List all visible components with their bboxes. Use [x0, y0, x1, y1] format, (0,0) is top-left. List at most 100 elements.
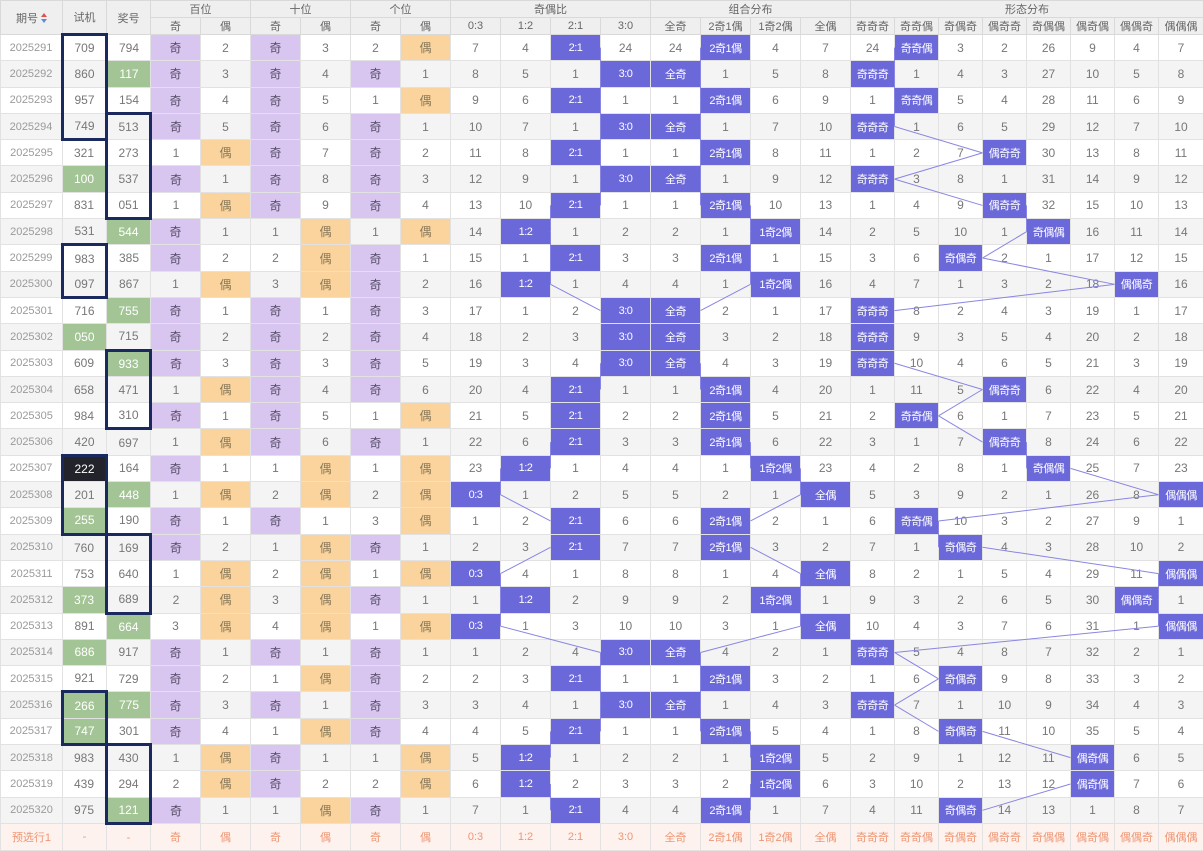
preselect-option-cell[interactable]: 奇奇奇: [850, 823, 895, 851]
miss-count-cell: 4: [982, 296, 1027, 325]
miss-count-cell: 1: [750, 796, 801, 825]
miss-count-cell: 4: [1114, 691, 1159, 719]
hit-cell: 1奇2偶: [750, 770, 801, 798]
hit-cell: 2:1: [550, 402, 601, 430]
miss-count-cell: 1: [850, 375, 895, 404]
preselect-option-cell[interactable]: 奇偶奇: [938, 823, 983, 851]
preselect-option-cell[interactable]: 偶奇偶: [1070, 823, 1115, 851]
miss-count-cell: 3: [150, 612, 201, 640]
miss-count-cell: 3: [700, 612, 751, 640]
miss-count-cell: 3: [894, 165, 939, 193]
parity-cell: 奇: [350, 796, 401, 825]
miss-count-cell: 1: [938, 270, 983, 298]
miss-count-cell: 1: [350, 559, 401, 588]
preselect-option-cell[interactable]: 奇: [150, 823, 201, 851]
miss-count-cell: 5: [200, 112, 251, 141]
hit-cell: 1:2: [500, 454, 551, 483]
header-period[interactable]: 期号: [0, 0, 63, 35]
preselect-option-cell[interactable]: 2奇1偶: [700, 823, 751, 851]
miss-count-cell: 8: [1114, 139, 1159, 167]
preselect-option-cell[interactable]: 偶: [300, 823, 351, 851]
preselect-option-cell[interactable]: 奇: [250, 823, 301, 851]
miss-count-cell: 1: [750, 612, 801, 640]
miss-count-cell: 1: [800, 586, 851, 614]
parity-cell: 奇: [150, 507, 201, 535]
preselect-option-cell[interactable]: -: [62, 823, 107, 851]
miss-count-cell: 1: [600, 717, 651, 746]
period-cell: 2025296: [0, 165, 63, 193]
miss-count-cell: 5: [982, 323, 1027, 351]
miss-count-cell: 1: [982, 454, 1027, 483]
preselect-option-cell[interactable]: 1奇2偶: [750, 823, 801, 851]
parity-cell: 奇: [150, 533, 201, 561]
miss-count-cell: 2: [982, 33, 1027, 62]
header-row: 期号 试机 奖号 百位 十位 个位 奇偶比 组合分布 形态分布: [0, 0, 1203, 35]
miss-count-cell: 28: [1026, 86, 1071, 114]
preselect-option-cell[interactable]: 全奇: [650, 823, 701, 851]
subheader-15: 奇奇偶: [894, 17, 939, 35]
preselect-option-cell[interactable]: 3:0: [600, 823, 651, 851]
miss-count-cell: 18: [1158, 323, 1203, 351]
miss-count-cell: 3: [1026, 296, 1071, 325]
miss-count-cell: 1: [400, 112, 451, 141]
hit-cell: 1奇2偶: [750, 218, 801, 246]
miss-count-cell: 1: [400, 428, 451, 456]
table-row: 2025304 658 471 1 偶奇 4 奇 6 20 4 2:1 1 1 2奇1偶 4 20 1 11 5 偶奇…: [0, 375, 1203, 404]
hit-cell: 2:1: [550, 33, 601, 62]
preselect-option-cell[interactable]: 偶偶偶: [1158, 823, 1203, 851]
miss-count-cell: 1: [250, 717, 301, 746]
miss-count-cell: 1: [400, 60, 451, 88]
preselect-option-cell[interactable]: 奇奇偶: [894, 823, 939, 851]
miss-count-cell: 1: [938, 744, 983, 772]
miss-count-cell: 10: [850, 612, 895, 640]
parity-cell: 偶: [300, 665, 351, 693]
hit-cell: 0:3: [450, 559, 501, 588]
miss-count-cell: 1: [550, 691, 601, 719]
parity-cell: 奇: [350, 691, 401, 719]
test-number-cell: 097: [61, 270, 108, 299]
miss-count-cell: 1: [750, 296, 801, 325]
preselect-option-cell[interactable]: 偶奇奇: [982, 823, 1027, 851]
hit-cell: 奇奇偶: [894, 402, 939, 430]
preselect-option-cell[interactable]: 偶: [200, 823, 251, 851]
preselect-option-cell[interactable]: -: [106, 823, 151, 851]
miss-count-cell: 13: [1158, 191, 1203, 220]
parity-cell: 偶: [300, 586, 351, 614]
hit-cell: 2:1: [550, 533, 601, 561]
miss-count-cell: 15: [1070, 191, 1115, 220]
miss-count-cell: 1: [894, 112, 939, 141]
parity-cell: 奇: [150, 454, 201, 483]
test-number-cell: 753: [62, 559, 107, 588]
period-cell: 2025312: [0, 586, 63, 614]
miss-count-cell: 2: [400, 139, 451, 167]
miss-count-cell: 9: [1114, 165, 1159, 193]
miss-count-cell: 1: [300, 638, 351, 667]
miss-count-cell: 3: [500, 349, 551, 377]
miss-count-cell: 2: [938, 586, 983, 614]
miss-count-cell: 5: [982, 112, 1027, 141]
parity-cell: 奇: [250, 323, 301, 351]
preselect-option-cell[interactable]: 全偶: [800, 823, 851, 851]
parity-cell: 奇: [250, 60, 301, 88]
miss-count-cell: 10: [894, 770, 939, 798]
preselect-option-cell[interactable]: 奇偶偶: [1026, 823, 1071, 851]
hit-cell: 偶奇偶: [1070, 770, 1115, 798]
period-cell: 2025309: [0, 507, 63, 535]
subheader-11: 2奇1偶: [700, 17, 751, 35]
miss-count-cell: 4: [850, 454, 895, 483]
miss-count-cell: 10: [650, 612, 701, 640]
miss-count-cell: 10: [894, 349, 939, 377]
miss-count-cell: 5: [750, 717, 801, 746]
preselect-option-cell[interactable]: 1:2: [500, 823, 551, 851]
preselect-option-cell[interactable]: 2:1: [550, 823, 601, 851]
miss-count-cell: 7: [894, 270, 939, 298]
preselect-option-cell[interactable]: 偶偶奇: [1114, 823, 1159, 851]
miss-count-cell: 1: [150, 744, 201, 772]
miss-count-cell: 24: [850, 33, 895, 62]
parity-cell: 偶: [300, 481, 351, 509]
parity-cell: 偶: [400, 402, 451, 430]
miss-count-cell: 9: [650, 586, 701, 614]
preselect-option-cell[interactable]: 0:3: [450, 823, 501, 851]
preselect-option-cell[interactable]: 偶: [400, 823, 451, 851]
preselect-option-cell[interactable]: 奇: [350, 823, 401, 851]
